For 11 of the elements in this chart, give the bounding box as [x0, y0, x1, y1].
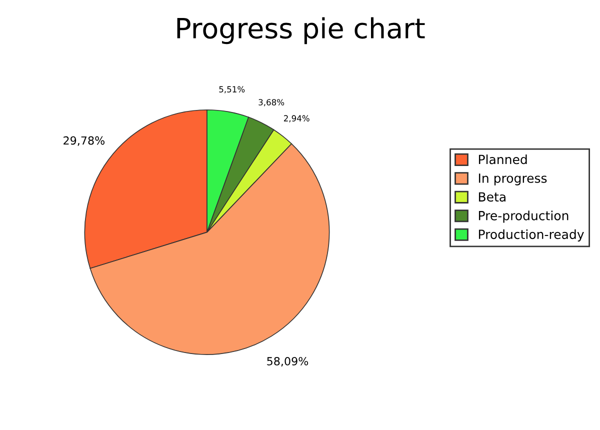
legend-label: Beta [478, 192, 506, 202]
data-label: 5,51% [219, 86, 245, 94]
legend-label: Planned [478, 154, 527, 164]
data-label: 29,78% [64, 136, 105, 146]
legend-label: Production-ready [478, 229, 584, 242]
legend-label: In progress [478, 174, 547, 186]
chart-title: Progress pie chart [177, 17, 425, 44]
legend-label: Pre-production [478, 210, 568, 223]
data-label: 2,94% [284, 115, 310, 122]
data-label: 3,68% [258, 99, 284, 106]
data-label: 58,09% [267, 356, 308, 367]
